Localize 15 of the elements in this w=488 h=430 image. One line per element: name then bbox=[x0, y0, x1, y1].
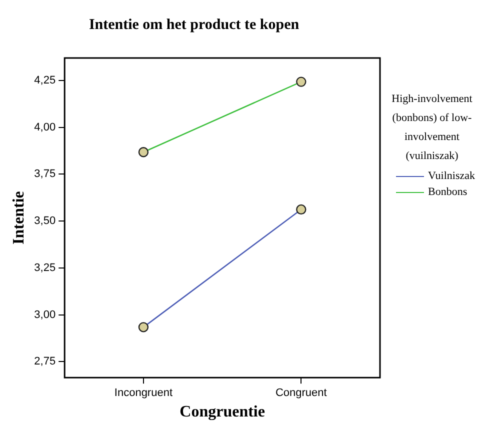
x-tick-label: Congruent bbox=[275, 387, 327, 400]
legend-title: High-involvement (bonbons) of low-involvement (vuilniszak) bbox=[390, 92, 474, 164]
chart-title: Intentie om het product te kopen bbox=[88, 16, 300, 33]
legend-label: Vuilniszak bbox=[428, 170, 475, 182]
y-tick-label: 3,75 bbox=[34, 168, 56, 180]
y-tick-label: 3,25 bbox=[34, 262, 56, 274]
y-tick-label: 3,00 bbox=[34, 308, 56, 321]
y-tick-label: 4,25 bbox=[34, 74, 56, 87]
y-tick-label: 3,50 bbox=[34, 215, 56, 228]
x-axis-title: Congruentie bbox=[180, 404, 265, 421]
y-tick-label: 2,75 bbox=[34, 356, 56, 368]
y-tick-label: 4,00 bbox=[34, 121, 56, 134]
legend-label: Bonbons bbox=[428, 186, 468, 198]
x-tick-label: Incongruent bbox=[114, 387, 173, 400]
y-axis-title: Intentie bbox=[10, 191, 28, 244]
